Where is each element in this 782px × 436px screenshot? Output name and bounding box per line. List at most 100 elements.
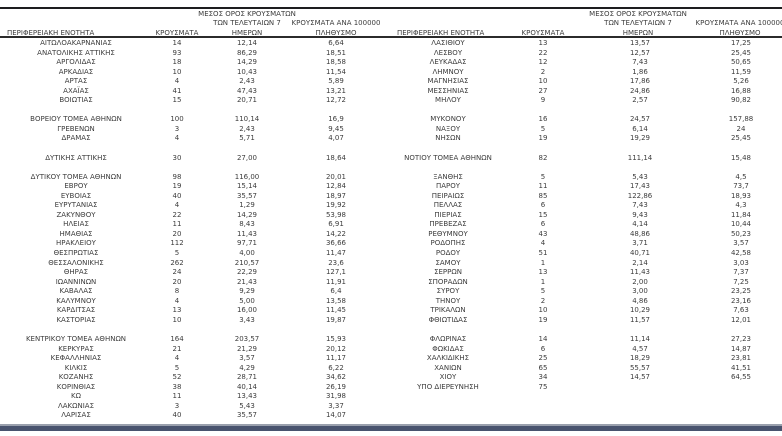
table-row: ΚΕΝΤΡΙΚΟΥ ΤΟΜΕΑ ΑΘΗΝΩΝ 164 203,57 15,93 xyxy=(0,335,380,345)
cell-region-name: ΒΟΙΩΤΙΑΣ xyxy=(59,96,93,105)
header-cases-left: ΚΡΟΥΣΜΑΤΑ xyxy=(155,29,199,37)
cell-region-name: ΑΙΤΩΛΟΑΚΑΡΝΑΝΙΑΣ xyxy=(40,39,112,47)
cell-per100k: 14,07 xyxy=(325,411,347,420)
cell-avg7: 210,57 xyxy=(234,258,260,267)
table-row: ΚΑΒΑΛΑΣ 8 9,29 6,4 xyxy=(0,287,380,297)
cell-cases: 20 xyxy=(172,277,182,286)
cell-region-name: ΣΕΡΡΩΝ xyxy=(434,268,462,277)
header-avg7-line3-left: ΗΜΕΡΩΝ xyxy=(231,29,263,37)
cell-region-name: ΔΥΤΙΚΟΥ ΤΟΜΕΑ ΑΘΗΝΩΝ xyxy=(30,172,122,181)
cell-cases: 10 xyxy=(172,67,182,76)
cell-region-name: ΚΙΛΚΙΣ xyxy=(64,363,88,372)
cell-avg7: 7,43 xyxy=(632,201,648,210)
cell-avg7: 20,71 xyxy=(236,96,258,105)
cell-per100k: 18,93 xyxy=(730,191,752,200)
cell-avg7: 11,43 xyxy=(629,268,651,277)
table-row: ΑΙΤΩΛΟΑΚΑΡΝΑΝΙΑΣ 14 12,14 6,64 xyxy=(0,39,380,49)
cell-cases: 5 xyxy=(540,124,546,133)
cell-per100k: 19,87 xyxy=(325,315,347,324)
cell-region-name: ΖΑΚΥΝΘΟΥ xyxy=(56,210,96,219)
table-row: ΣΠΟΡΑΔΩΝ 1 2,00 7,25 xyxy=(390,278,782,288)
cell-per100k: 34,62 xyxy=(325,373,347,382)
cell-per100k: 12,84 xyxy=(325,182,347,191)
cell-cases: 14 xyxy=(538,334,548,343)
cell-per100k: 5,89 xyxy=(328,77,344,86)
cell-per100k: 23,6 xyxy=(328,258,344,267)
cell-per100k: 11,47 xyxy=(325,249,347,258)
cell-cases: 3 xyxy=(174,124,180,133)
header-per100k-line2-left: ΠΛΗΘΥΣΜΟ xyxy=(315,29,357,37)
header-underline xyxy=(0,36,782,38)
cell-per100k: 26,19 xyxy=(325,382,347,391)
table-row: ΝΑΞΟΥ 5 6,14 24 xyxy=(390,125,782,135)
cell-region-name: ΚΑΛΥΜΝΟΥ xyxy=(56,296,96,305)
cell-region-name: ΞΑΝΘΗΣ xyxy=(433,172,463,181)
cell-per100k: 18,64 xyxy=(325,153,347,162)
table-row: ΘΗΡΑΣ 24 22,29 127,1 xyxy=(0,268,380,278)
cell-cases: 5 xyxy=(540,287,546,296)
cell-avg7: 21,29 xyxy=(236,344,258,353)
cell-avg7: 48,86 xyxy=(629,229,651,238)
cell-region-name: ΡΟΔΟΠΗΣ xyxy=(430,239,466,248)
header-regional-unit-right: ΠΕΡΙΦΕΡΕΙΑΚΗ ΕΝΟΤΗΤΑ xyxy=(397,29,485,37)
cell-cases: 4 xyxy=(174,296,180,305)
cell-cases: 75 xyxy=(538,382,548,391)
cell-region-name: ΠΡΕΒΕΖΑΣ xyxy=(429,220,467,229)
table-row: ΜΑΓΝΗΣΙΑΣ 10 17,86 5,26 xyxy=(390,77,782,87)
cell-avg7: 3,57 xyxy=(239,354,255,363)
table-row: ΗΛΕΙΑΣ 11 8,43 6,91 xyxy=(0,220,380,230)
cell-avg7: 15,14 xyxy=(236,182,258,191)
table-row: ΦΩΚΙΔΑΣ 6 4,57 14,87 xyxy=(390,345,782,355)
cell-avg7: 10,29 xyxy=(629,306,651,315)
cell-region-name: ΘΕΣΠΡΩΤΙΑΣ xyxy=(53,249,99,258)
cell-cases: 4 xyxy=(540,239,546,248)
cell-region-name: ΚΟΖΑΝΗΣ xyxy=(58,373,94,382)
table-row: ΚΙΛΚΙΣ 5 4,29 6,22 xyxy=(0,364,380,374)
cell-cases: 3 xyxy=(174,401,180,410)
cell-per100k: 7,25 xyxy=(733,277,749,286)
cell-cases: 11 xyxy=(172,392,182,401)
cell-avg7: 11,57 xyxy=(629,315,651,324)
table-row: ΚΟΖΑΝΗΣ 52 28,71 34,62 xyxy=(0,373,380,383)
table-row: ΑΡΤΑΣ 4 2,43 5,89 xyxy=(0,77,380,87)
cell-avg7: 111,14 xyxy=(627,153,653,162)
cell-region-name: ΘΕΣΣΑΛΟΝΙΚΗΣ xyxy=(48,258,104,267)
cell-cases: 21 xyxy=(172,344,182,353)
header-regional-unit-left: ΠΕΡΙΦΕΡΕΙΑΚΗ ΕΝΟΤΗΤΑ xyxy=(7,29,95,37)
cell-per100k: 10,44 xyxy=(730,220,752,229)
cell-region-name: ΗΡΑΚΛΕΙΟΥ xyxy=(56,239,96,248)
cell-per100k: 14,87 xyxy=(730,344,752,353)
cell-avg7: 14,29 xyxy=(236,210,258,219)
table-row: ΠΕΙΡΑΙΩΣ 85 122,86 18,93 xyxy=(390,192,782,202)
cell-per100k: 3,57 xyxy=(733,239,749,248)
table-row: ΒΟΙΩΤΙΑΣ 15 20,71 12,72 xyxy=(0,96,380,106)
cell-avg7: 2,00 xyxy=(632,277,648,286)
cell-region-name: ΑΧΑΪΑΣ xyxy=(63,86,89,95)
cell-avg7: 110,14 xyxy=(234,115,260,124)
table-row: ΙΩΑΝΝΙΝΩΝ 20 21,43 11,91 xyxy=(0,278,380,288)
cell-per100k: 6,91 xyxy=(328,220,344,229)
cell-cases: 65 xyxy=(538,363,548,372)
cell-per100k: 23,81 xyxy=(730,354,752,363)
header-avg7-line2-left: ΤΩΝ ΤΕΛΕΥΤΑΙΩΝ 7 xyxy=(213,19,281,27)
cell-per100k: 15,48 xyxy=(730,153,752,162)
cell-avg7: 13,43 xyxy=(236,392,258,401)
table-row: ΔΥΤΙΚΟΥ ΤΟΜΕΑ ΑΘΗΝΩΝ 98 116,00 20,01 xyxy=(0,173,380,183)
cell-cases: 112 xyxy=(170,239,184,248)
cell-cases: 4 xyxy=(174,77,180,86)
cell-region-name: ΦΘΙΩΤΙΔΑΣ xyxy=(428,315,468,324)
table-row: ΚΩ 11 13,43 31,98 xyxy=(0,392,380,402)
cell-avg7: 2,43 xyxy=(239,77,255,86)
cell-region-name: ΙΩΑΝΝΙΝΩΝ xyxy=(55,277,97,286)
cell-per100k: 157,88 xyxy=(728,115,754,124)
header-per100k-line1-right: ΚΡΟΥΣΜΑΤΑ ΑΝΑ 100000 xyxy=(695,19,782,27)
cell-region-name: ΒΟΡΕΙΟΥ ΤΟΜΕΑ ΑΘΗΝΩΝ xyxy=(30,115,122,124)
cell-avg7: 86,29 xyxy=(236,48,258,57)
cell-region-name: ΛΑΚΩΝΙΑΣ xyxy=(57,401,95,410)
table-row: ΛΑΣΙΘΙΟΥ 13 13,57 17,25 xyxy=(390,39,782,49)
section-gap xyxy=(390,325,782,335)
cell-per100k: 17,25 xyxy=(730,39,752,47)
table-row: ΝΟΤΙΟΥ ΤΟΜΕΑ ΑΘΗΝΩΝ 82 111,14 15,48 xyxy=(390,154,782,164)
cell-cases: 27 xyxy=(538,86,548,95)
